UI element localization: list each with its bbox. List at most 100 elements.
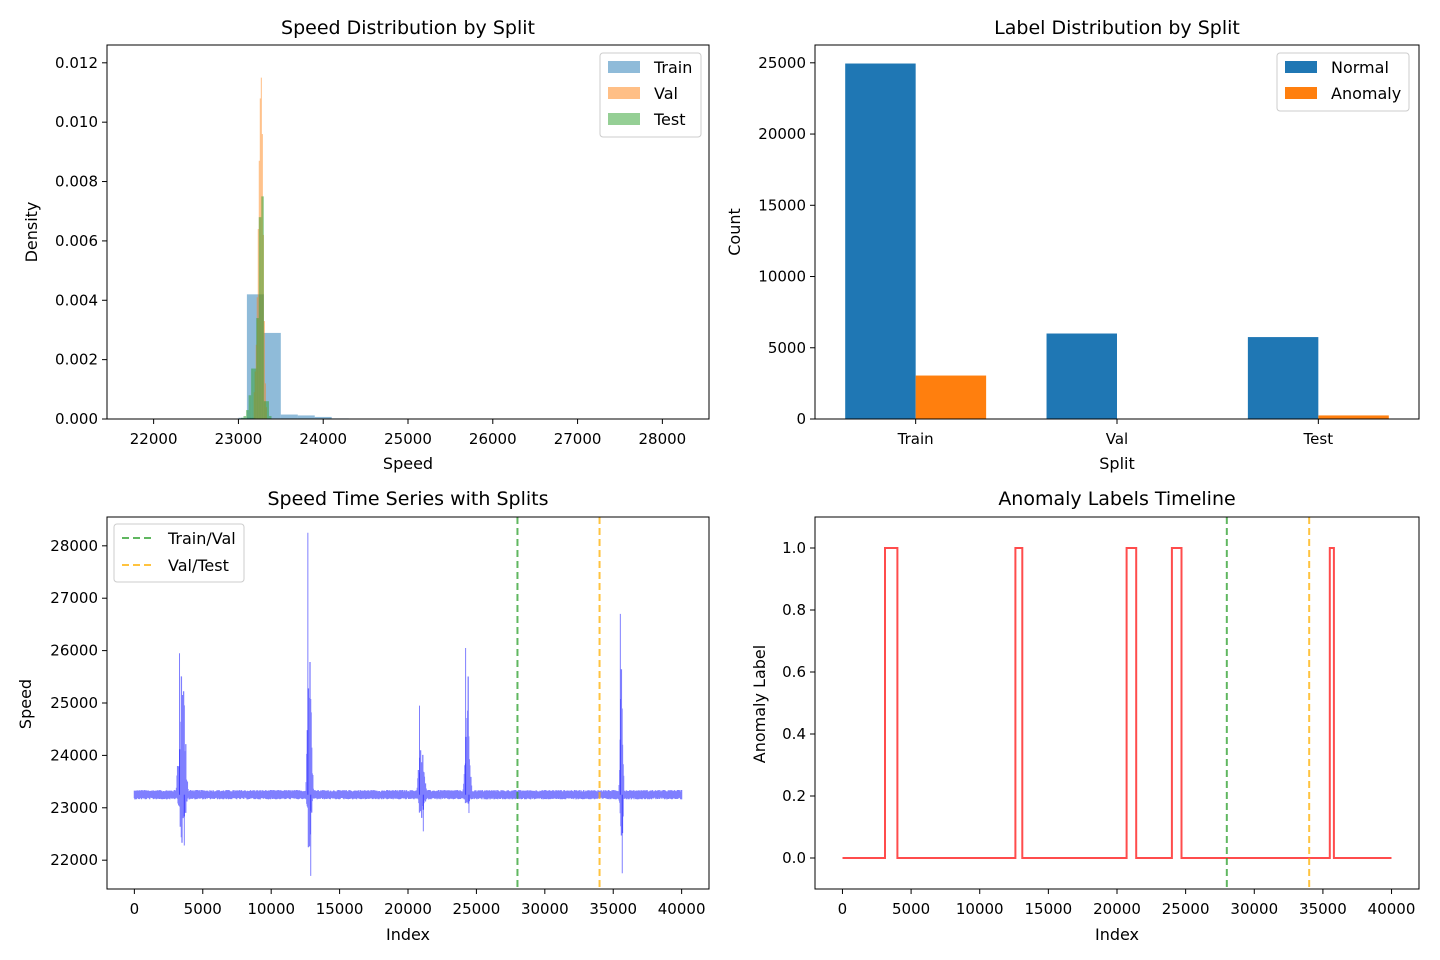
y-tick-label: 0.000 bbox=[55, 410, 98, 428]
x-axis-label: Split bbox=[1099, 454, 1134, 473]
bar-normal-train bbox=[845, 63, 916, 419]
x-tick-label: 40000 bbox=[658, 900, 706, 918]
y-axis-label: Count bbox=[725, 208, 744, 256]
hist-bar-test bbox=[248, 395, 252, 419]
hist-bar-test bbox=[243, 416, 247, 419]
x-axis-label: Index bbox=[1095, 925, 1139, 944]
x-tick-label: 25000 bbox=[1162, 900, 1210, 918]
y-tick-label: 28000 bbox=[50, 537, 98, 555]
x-tick-label: 25000 bbox=[453, 900, 501, 918]
y-tick-label: 1.0 bbox=[782, 539, 806, 557]
chart-title: Label Distribution by Split bbox=[994, 17, 1240, 39]
hist-bar-test bbox=[261, 196, 264, 419]
legend-swatch bbox=[1285, 87, 1317, 99]
legend-swatch bbox=[608, 113, 640, 125]
x-tick-label: 30000 bbox=[521, 900, 569, 918]
legend-entry: Test bbox=[653, 110, 686, 129]
bar-normal-val bbox=[1046, 333, 1117, 419]
x-tick-label: 5000 bbox=[184, 900, 222, 918]
speed-time-series-panel: Speed Time Series with Splits Index Spee… bbox=[16, 488, 710, 944]
speed-series-line bbox=[133, 662, 683, 848]
y-tick-label: 0.008 bbox=[55, 173, 98, 191]
x-tick-label: 40000 bbox=[1368, 900, 1416, 918]
hist-bar-test bbox=[240, 417, 244, 419]
x-axis-label: Index bbox=[386, 925, 430, 944]
y-tick-label: 0.8 bbox=[782, 601, 806, 619]
x-tick-label: 35000 bbox=[589, 900, 637, 918]
legend-entry: Normal bbox=[1331, 58, 1389, 77]
hist-bar-val bbox=[263, 321, 265, 419]
y-axis-label: Speed bbox=[16, 679, 35, 729]
x-tick-label: Test bbox=[1303, 430, 1334, 448]
hist-bar-train bbox=[314, 416, 332, 419]
legend-entry: Train bbox=[653, 58, 692, 77]
y-tick-label: 0.2 bbox=[782, 787, 806, 805]
label-distribution-panel: Label Distribution by Split Split Count … bbox=[725, 17, 1420, 473]
x-tick-label: 22000 bbox=[130, 430, 178, 448]
bar-normal-test bbox=[1247, 337, 1319, 419]
x-tick-label: 27000 bbox=[554, 430, 602, 448]
x-tick-label: 10000 bbox=[956, 900, 1004, 918]
y-tick-label: 0.4 bbox=[782, 725, 806, 743]
y-tick-label: 0.0 bbox=[782, 849, 806, 867]
legend-swatch bbox=[608, 61, 640, 73]
x-tick-label: 15000 bbox=[316, 900, 364, 918]
chart-title: Speed Distribution by Split bbox=[281, 17, 535, 39]
x-tick-label: 23000 bbox=[215, 430, 263, 448]
x-tick-label: 15000 bbox=[1025, 900, 1073, 918]
bar-anomaly-test bbox=[1318, 415, 1389, 419]
y-tick-label: 24000 bbox=[50, 746, 98, 764]
x-tick-label: Train bbox=[897, 430, 934, 448]
legend-entry: Val/Test bbox=[168, 556, 229, 575]
y-tick-label: 0.006 bbox=[55, 232, 98, 250]
x-tick-label: 20000 bbox=[384, 900, 432, 918]
legend-entry: Train/Val bbox=[167, 529, 236, 548]
legend-entry: Val bbox=[654, 84, 678, 103]
legend-swatch bbox=[608, 87, 640, 99]
y-tick-label: 25000 bbox=[50, 694, 98, 712]
x-tick-label: 5000 bbox=[892, 900, 930, 918]
legend-entry: Anomaly bbox=[1331, 84, 1401, 103]
x-tick-label: 26000 bbox=[469, 430, 517, 448]
y-tick-label: 0 bbox=[796, 410, 806, 428]
y-tick-label: 0.6 bbox=[782, 663, 806, 681]
anomaly-timeline-panel: Anomaly Labels Timeline Index Anomaly La… bbox=[750, 488, 1420, 944]
y-tick-label: 10000 bbox=[758, 268, 806, 286]
x-axis-label: Speed bbox=[383, 454, 433, 473]
y-tick-label: 0.012 bbox=[55, 54, 98, 72]
x-tick-label: 0 bbox=[130, 900, 140, 918]
hist-bar-train bbox=[263, 332, 281, 419]
y-tick-label: 25000 bbox=[758, 54, 806, 72]
y-axis-label: Anomaly Label bbox=[750, 645, 769, 763]
y-tick-label: 27000 bbox=[50, 589, 98, 607]
y-tick-label: 0.010 bbox=[55, 113, 98, 131]
y-tick-label: 0.004 bbox=[55, 291, 98, 309]
bar-anomaly-train bbox=[915, 375, 987, 419]
x-tick-label: 28000 bbox=[639, 430, 687, 448]
y-tick-label: 5000 bbox=[768, 339, 806, 357]
hist-bar-test bbox=[253, 368, 257, 419]
chart-title: Speed Time Series with Splits bbox=[268, 488, 549, 510]
hist-bar-test bbox=[266, 401, 269, 419]
chart-title: Anomaly Labels Timeline bbox=[998, 488, 1235, 510]
legend-swatch bbox=[1285, 61, 1317, 73]
hist-bar-test bbox=[251, 368, 254, 419]
x-tick-label: 24000 bbox=[299, 430, 347, 448]
y-axis-label: Density bbox=[22, 202, 41, 263]
y-tick-label: 20000 bbox=[758, 125, 806, 143]
x-tick-label: 20000 bbox=[1093, 900, 1141, 918]
hist-bar-test bbox=[256, 318, 259, 419]
hist-bar-test bbox=[258, 217, 262, 419]
hist-bar-test bbox=[263, 401, 267, 419]
hist-bar-train bbox=[297, 415, 315, 419]
x-tick-label: 10000 bbox=[247, 900, 295, 918]
x-tick-label: 35000 bbox=[1299, 900, 1347, 918]
y-tick-label: 22000 bbox=[50, 851, 98, 869]
x-tick-label: Val bbox=[1106, 430, 1128, 448]
y-tick-label: 23000 bbox=[50, 799, 98, 817]
x-tick-label: 25000 bbox=[384, 430, 432, 448]
y-tick-label: 15000 bbox=[758, 196, 806, 214]
hist-bar-test bbox=[268, 416, 272, 419]
